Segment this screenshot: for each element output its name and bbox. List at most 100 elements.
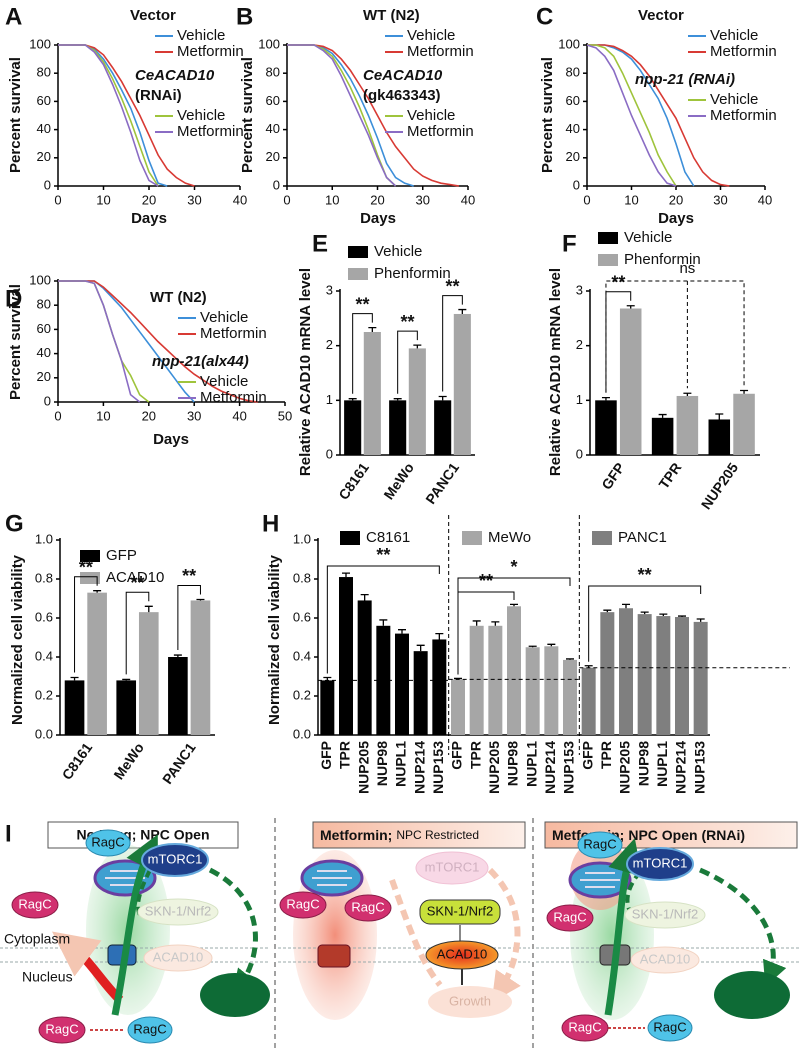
y-tick-label: 20 [566,149,580,164]
error-bar [715,413,724,420]
error-bar [348,398,357,401]
node-label: mTORC1 [633,855,688,870]
y-tick-label: 100 [29,36,51,51]
y-tick-label: 1.0 [293,531,311,546]
x-tick-label: NUPL1 [654,741,670,787]
x-tick-label: PANC1 [422,459,462,506]
region-label: Cytoplasm [4,931,70,947]
node-label: SKN-1/Nrf2 [145,903,211,918]
bar [168,657,188,735]
acad10-node [630,946,700,974]
annotation: ** [130,573,144,593]
y-tick-label: 2 [326,337,333,352]
legend-swatch [598,254,618,266]
error-bar [683,392,692,396]
growth-node [428,986,512,1018]
error-bar [435,632,444,640]
legend-label: Metformin [177,123,244,140]
legend-label: Metformin [177,43,244,60]
skn1-node [624,901,706,929]
bar [395,633,409,735]
error-bar [640,611,649,615]
error-bar [379,619,388,626]
legend-label: Metformin [407,43,474,60]
error-bar [510,603,518,607]
region-label: Nucleus [22,969,73,985]
y-tick-label: 3 [576,282,583,297]
y-axis-title: Percent survival [7,57,24,173]
node-label: RagC [91,834,124,849]
legend-label: Metformin [710,107,777,124]
y-axis-title: Percent survival [539,57,556,173]
legend-swatch [80,550,100,562]
annotation: ** [182,566,196,586]
bracket [125,591,150,675]
error-bar [144,605,153,613]
node-label: RagC [553,909,586,924]
bracket [442,295,463,392]
x-tick-label: NUP205 [486,741,502,794]
bar [363,332,381,455]
node-label: mTORC1 [148,851,203,866]
bar [544,646,559,735]
bar [656,616,671,735]
y-tick-label: 0 [44,177,51,192]
y-tick-label: 40 [37,345,51,360]
survival-curve [58,44,159,187]
error-bar [393,398,402,401]
x-tick-label: 20 [142,408,156,423]
x-axis-title: Days [131,210,167,227]
annotation: ** [445,276,459,296]
error-bar [360,593,369,601]
y-tick-label: 40 [37,121,51,136]
survival-curve [58,280,150,403]
annotation: ** [400,312,414,332]
survival-curve [287,44,397,187]
y-tick-label: 20 [37,369,51,384]
x-tick-label: C8161 [59,740,96,783]
error-bar [93,590,102,593]
title-part: NPC Open (RNAi) [628,827,745,843]
arrow [52,931,124,1004]
bar [116,680,137,735]
bar [595,400,617,455]
x-tick-label: NUP153 [561,741,577,794]
x-tick-label: 0 [283,192,290,207]
legend-label: Vehicle [710,27,758,44]
y-tick-label: 0.0 [293,726,311,741]
node-label: RagC [133,1021,166,1036]
skn1-node [419,899,501,925]
error-bar [740,389,749,394]
panel-title: Metformin; NPC Restricted [320,827,479,843]
x-tick-label: 0 [54,408,61,423]
y-tick-label: 0 [573,177,580,192]
bar [637,614,652,735]
node-label: RagC [568,1019,601,1034]
x-tick-label: NUP153 [430,741,446,794]
x-tick-label: PANC1 [159,739,199,786]
bracket [326,565,440,674]
y-tick-label: 1 [326,392,333,407]
bar [600,612,615,735]
y-tick-label: 80 [37,297,51,312]
bracket [605,280,745,393]
bar [675,617,689,735]
error-bar [398,629,406,634]
annotation: ** [479,571,493,591]
legend-label: Vehicle [177,27,225,44]
legend-label: Phenformin [624,251,701,268]
legend-title: CeACAD10 [135,67,215,84]
x-tick-label: 40 [233,192,247,207]
y-tick-label: 1 [576,392,583,407]
ragc-node [577,831,623,859]
legend-swatch [348,246,368,258]
bar [432,639,447,735]
legend-label: C8161 [366,529,410,546]
bar [413,651,428,735]
bar [708,419,731,455]
y-axis-title: Normalized cell viability [9,554,26,725]
y-tick-label: 0 [273,177,280,192]
y-tick-label: 0.2 [35,687,53,702]
